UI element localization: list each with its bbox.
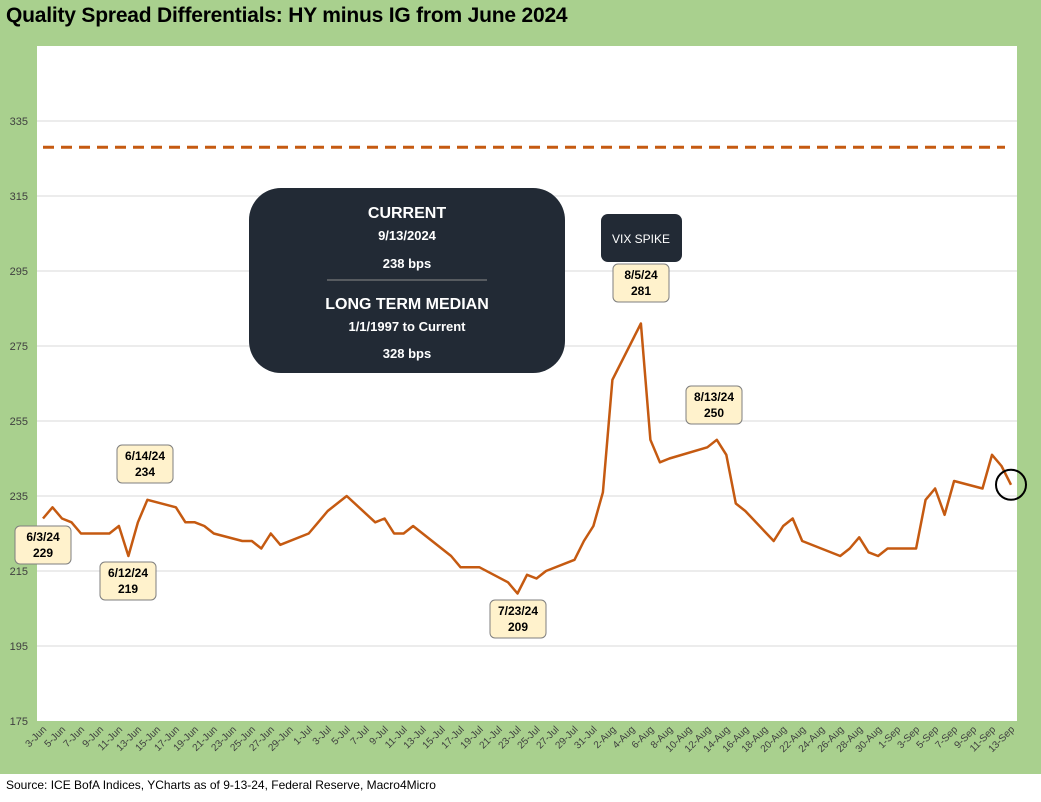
current-value: 238 bps — [383, 256, 431, 271]
vix-spike-box — [601, 214, 682, 262]
callout-date: 8/5/24 — [624, 268, 658, 282]
x-tick-label: 5-Jul — [330, 724, 353, 747]
y-tick-label: 275 — [10, 341, 28, 353]
callout-box — [14, 525, 72, 565]
callout-value: 219 — [118, 582, 138, 596]
callout-box — [99, 561, 157, 601]
y-tick-label: 295 — [10, 266, 28, 278]
callout-box — [612, 263, 670, 303]
x-tick-label: 7-Jul — [349, 724, 372, 747]
median-label: LONG TERM MEDIAN — [325, 296, 489, 313]
source-note: Source: ICE BofA Indices, YCharts as of … — [6, 778, 436, 792]
callout-date: 6/14/24 — [125, 449, 165, 463]
callout-date: 8/13/24 — [694, 390, 734, 404]
y-tick-label: 315 — [10, 191, 28, 203]
x-tick-label: 3-Jul — [311, 724, 334, 747]
y-tick-label: 235 — [10, 491, 28, 503]
vix-spike-label: VIX SPIKE — [612, 232, 670, 246]
callout-box — [489, 599, 547, 639]
y-tick-label: 215 — [10, 566, 28, 578]
callout-date: 7/23/24 — [498, 604, 538, 618]
x-tick-label: 1-Jul — [292, 724, 315, 747]
callout-value: 209 — [508, 620, 528, 634]
chart-title: Quality Spread Differentials: HY minus I… — [6, 4, 568, 27]
callout-date: 6/3/24 — [26, 530, 60, 544]
current-date: 9/13/2024 — [378, 228, 437, 243]
current-marker — [995, 468, 1027, 501]
callout-value: 229 — [33, 546, 53, 560]
series-line — [42, 322, 1013, 595]
callout-value: 250 — [704, 406, 724, 420]
callout-box — [685, 385, 743, 425]
callout-box — [116, 444, 174, 484]
callout-date: 6/12/24 — [108, 566, 148, 580]
y-tick-label: 175 — [10, 716, 28, 728]
current-label: CURRENT — [368, 205, 446, 222]
median-range: 1/1/1997 to Current — [348, 319, 466, 334]
median-value: 328 bps — [383, 346, 431, 361]
line-chart: 1751952152352552752953153353-Jun5-Jun7-J… — [10, 116, 1027, 755]
y-tick-label: 335 — [10, 116, 28, 128]
y-tick-label: 195 — [10, 641, 28, 653]
callout-value: 281 — [631, 284, 651, 298]
y-tick-label: 255 — [10, 416, 28, 428]
callout-value: 234 — [135, 465, 155, 479]
